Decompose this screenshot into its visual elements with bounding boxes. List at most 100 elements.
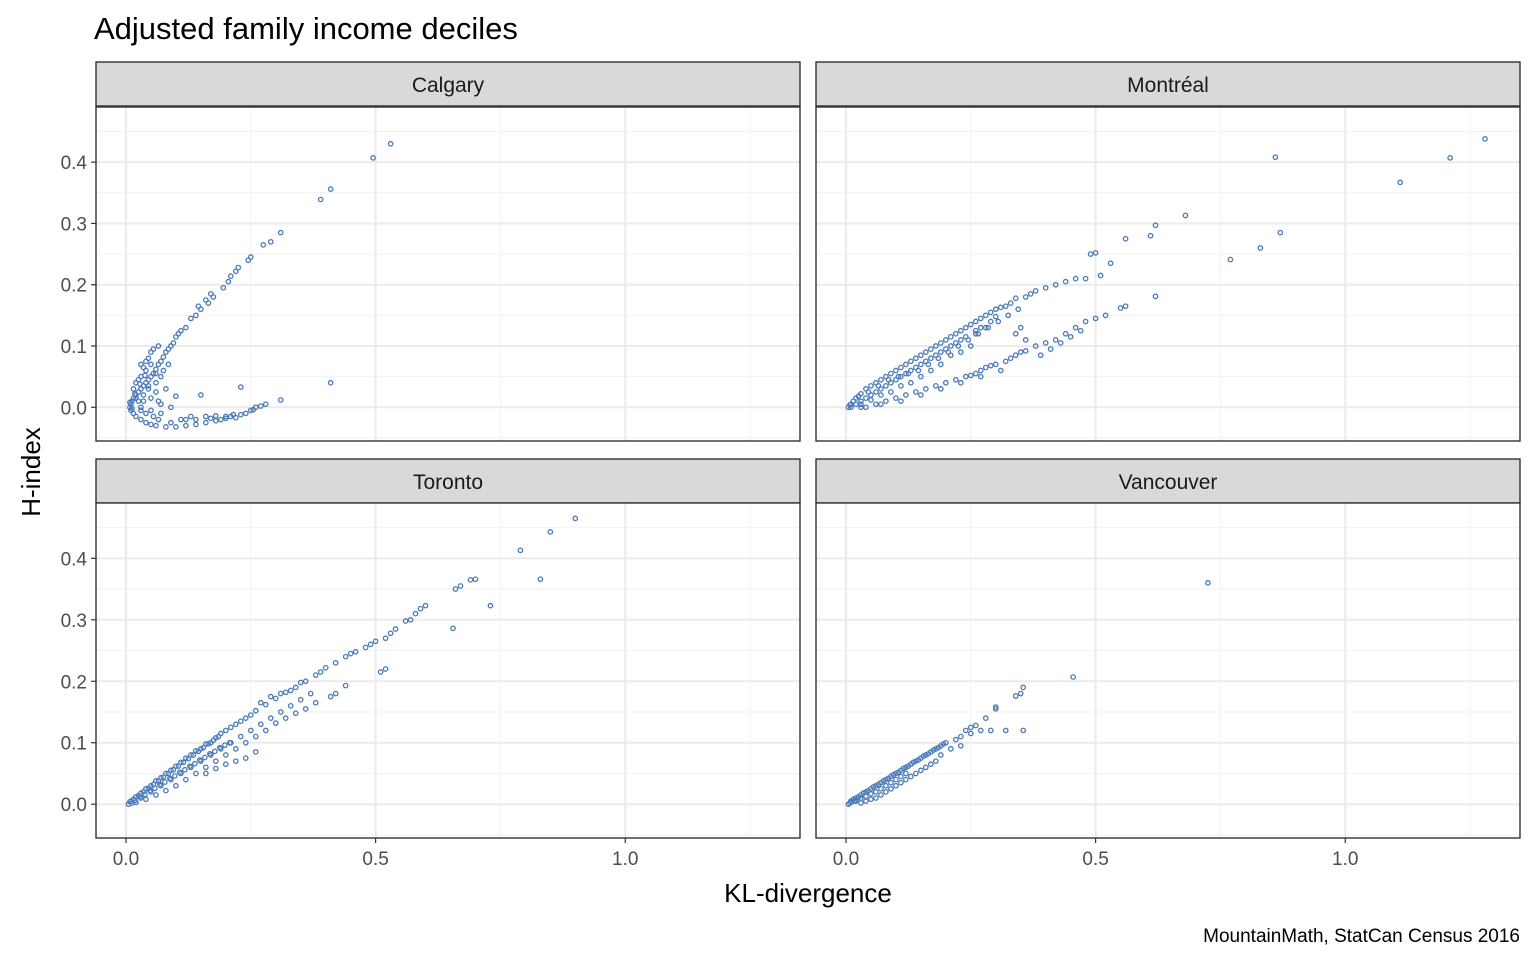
data-point — [878, 376, 884, 383]
data-point — [487, 602, 494, 609]
x-axis-title: KL-divergence — [724, 878, 892, 908]
data-point — [138, 416, 144, 423]
y-tick-label: 0.3 — [61, 611, 87, 632]
data-point — [392, 626, 399, 632]
data-point — [372, 638, 379, 645]
data-point — [972, 722, 979, 729]
data-point — [868, 382, 874, 389]
data-point — [918, 767, 924, 774]
data-point — [868, 392, 874, 398]
data-point — [957, 337, 964, 343]
strip-montreal — [815, 61, 1521, 107]
data-point — [382, 666, 389, 672]
data-point — [193, 770, 199, 777]
data-point — [140, 392, 147, 398]
data-point — [138, 361, 144, 368]
data-point — [317, 669, 324, 675]
strip-label-montreal: Montréal — [1127, 74, 1209, 97]
data-point — [153, 792, 159, 798]
data-point — [883, 382, 889, 389]
data-point — [142, 372, 148, 379]
data-point — [967, 724, 974, 731]
data-point — [1072, 275, 1079, 282]
data-point — [220, 284, 227, 291]
data-point — [242, 410, 249, 417]
panel-calgary: Calgary 0.0 0.1 0.2 0.3 0.4 — [61, 61, 801, 442]
data-point — [898, 373, 904, 380]
data-point — [987, 309, 994, 316]
data-point — [898, 364, 904, 371]
data-point — [292, 710, 299, 717]
data-point — [947, 343, 954, 349]
data-point — [367, 641, 374, 648]
data-point — [352, 648, 359, 655]
data-point — [202, 764, 209, 771]
data-point — [155, 343, 162, 349]
data-point — [1082, 318, 1089, 325]
data-point — [178, 759, 184, 766]
data-point — [918, 373, 924, 380]
data-point — [922, 349, 929, 355]
data-point — [883, 789, 889, 795]
data-point — [247, 712, 254, 718]
data-point — [137, 381, 143, 387]
data-point — [472, 576, 479, 583]
data-point — [937, 361, 944, 368]
data-point — [1092, 315, 1099, 322]
data-point — [1070, 674, 1076, 680]
data-point — [922, 764, 929, 771]
data-point — [165, 361, 172, 368]
data-point — [852, 797, 858, 804]
x-tick-label: 1.0 — [612, 849, 638, 870]
data-point — [153, 370, 159, 377]
data-point — [918, 361, 924, 368]
data-point — [517, 547, 524, 554]
data-point — [898, 398, 904, 405]
strip-toronto — [95, 458, 801, 504]
data-point — [262, 401, 269, 408]
panel-vancouver: Vancouver 0.0 0.5 1.0 — [815, 458, 1521, 870]
data-point — [193, 312, 199, 319]
data-point — [222, 413, 229, 420]
data-point — [863, 793, 869, 800]
data-point — [1052, 337, 1059, 343]
data-point — [183, 422, 189, 429]
data-point — [237, 733, 244, 740]
data-point — [148, 782, 154, 789]
data-point — [183, 324, 189, 331]
data-point — [957, 379, 964, 386]
data-point — [997, 304, 1004, 311]
data-point — [888, 379, 894, 386]
data-point — [287, 687, 294, 694]
data-point — [211, 748, 218, 755]
data-point — [188, 752, 194, 758]
data-point — [277, 397, 284, 403]
data-point — [222, 761, 229, 768]
data-point — [1027, 291, 1034, 297]
data-point — [972, 318, 979, 325]
data-point — [342, 653, 349, 660]
data-point — [207, 415, 214, 422]
panel-border — [95, 502, 801, 839]
data-point — [370, 155, 376, 161]
data-point — [1122, 235, 1129, 242]
data-point — [173, 333, 179, 340]
data-point — [192, 760, 198, 767]
data-point — [202, 413, 209, 420]
data-point — [972, 330, 979, 337]
data-point — [247, 407, 254, 414]
data-point — [173, 393, 179, 400]
data-point — [992, 704, 999, 710]
data-point — [202, 770, 209, 777]
y-tick-label: 0.0 — [61, 795, 87, 816]
data-point — [145, 355, 152, 362]
data-point — [858, 398, 864, 405]
data-point — [262, 701, 269, 708]
data-point — [225, 278, 232, 285]
data-point — [457, 583, 464, 589]
data-point — [257, 699, 264, 706]
data-point — [927, 346, 934, 352]
data-point — [910, 759, 917, 766]
data-point — [222, 727, 229, 734]
